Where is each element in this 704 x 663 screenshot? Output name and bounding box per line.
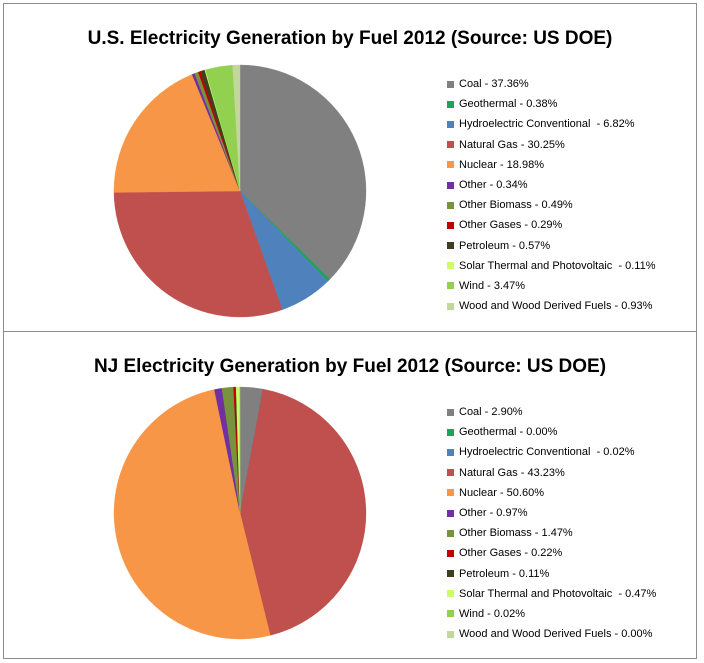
legend-swatch [447, 221, 454, 229]
legend-label: Solar Thermal and Photovoltaic - 0.11% [459, 259, 656, 272]
legend-label: Petroleum - 0.57% [459, 239, 551, 252]
legend-swatch [447, 282, 454, 290]
legend-label: Wind - 0.02% [459, 607, 526, 620]
pie-slice-natural-gas [239, 388, 367, 636]
legend-item-other-biomass: Other Biomass - 1.47% [447, 523, 656, 543]
legend-item-hydroelectric-conventional: Hydroelectric Conventional - 0.02% [447, 442, 656, 462]
legend-item-nuclear: Nuclear - 18.98% [447, 155, 655, 175]
pie-slice-nuclear [113, 389, 271, 640]
legend-swatch [447, 428, 454, 436]
legend-item-solar-thermal-and-photovoltaic: Solar Thermal and Photovoltaic - 0.11% [447, 256, 655, 276]
legend-item-wood-and-wood-derived-fuels: Wood and Wood Derived Fuels - 0.00% [447, 624, 656, 644]
legend-swatch [447, 529, 454, 537]
legend-swatch [447, 469, 454, 477]
legend-item-wind: Wind - 0.02% [447, 604, 656, 624]
nj-pie-chart [113, 386, 367, 640]
legend-item-natural-gas: Natural Gas - 30.25% [447, 135, 655, 155]
legend-label: Geothermal - 0.38% [459, 98, 558, 111]
legend-item-nuclear: Nuclear - 50.60% [447, 483, 656, 503]
nj-chart-panel: NJ Electricity Generation by Fuel 2012 (… [3, 331, 697, 659]
legend-swatch [447, 100, 454, 108]
legend-label: Other Gases - 0.22% [459, 547, 563, 560]
legend-swatch [447, 590, 454, 598]
pie-slice-natural-gas [113, 190, 283, 318]
legend-swatch [447, 448, 454, 456]
legend-item-wind: Wind - 3.47% [447, 276, 655, 296]
legend-label: Other Gases - 0.29% [459, 219, 563, 232]
nj-chart-legend: Coal - 2.90% Geothermal - 0.00% Hydroelect… [447, 402, 656, 644]
legend-swatch [447, 161, 454, 169]
us-chart-title: U.S. Electricity Generation by Fuel 2012… [87, 28, 613, 49]
us-chart-legend: Coal - 37.36% Geothermal - 0.38% Hydroelec… [447, 74, 655, 316]
legend-item-other: Other - 0.34% [447, 175, 655, 195]
legend-label: Other Biomass - 1.47% [459, 527, 573, 540]
legend-label: Petroleum - 0.11% [459, 567, 550, 580]
legend-item-petroleum: Petroleum - 0.57% [447, 236, 655, 256]
legend-item-geothermal: Geothermal - 0.38% [447, 94, 655, 114]
nj-chart-title: NJ Electricity Generation by Fuel 2012 (… [93, 356, 607, 377]
legend-item-petroleum: Petroleum - 0.11% [447, 564, 656, 584]
us-chart-panel: U.S. Electricity Generation by Fuel 2012… [3, 3, 697, 332]
legend-swatch [447, 408, 454, 416]
legend-item-wood-and-wood-derived-fuels: Wood and Wood Derived Fuels - 0.93% [447, 296, 655, 316]
legend-label: Coal - 2.90% [459, 406, 523, 419]
legend-item-other: Other - 0.97% [447, 503, 656, 523]
legend-label: Solar Thermal and Photovoltaic - 0.47% [459, 587, 657, 600]
pie-slice-wood-and-wood-derived-fuels [232, 64, 241, 192]
legend-swatch [447, 509, 454, 517]
legend-item-coal: Coal - 2.90% [447, 402, 656, 422]
legend-label: Other Biomass - 0.49% [459, 199, 573, 212]
legend-label: Other - 0.97% [459, 507, 528, 520]
legend-label: Natural Gas - 43.23% [459, 466, 565, 479]
legend-swatch [447, 489, 454, 497]
legend-item-coal: Coal - 37.36% [447, 74, 655, 94]
legend-label: Hydroelectric Conventional - 6.82% [459, 118, 635, 131]
legend-swatch [447, 120, 454, 128]
legend-swatch [447, 80, 454, 88]
pie-slice-coal [239, 64, 367, 280]
legend-item-other-gases: Other Gases - 0.29% [447, 215, 655, 235]
legend-item-geothermal: Geothermal - 0.00% [447, 422, 656, 442]
legend-label: Wood and Wood Derived Fuels - 0.93% [459, 300, 653, 313]
legend-swatch [447, 630, 454, 638]
legend-swatch [447, 141, 454, 149]
legend-swatch [447, 201, 454, 209]
legend-swatch [447, 181, 454, 189]
legend-label: Coal - 37.36% [459, 78, 529, 91]
legend-item-other-gases: Other Gases - 0.22% [447, 543, 656, 563]
legend-swatch [447, 549, 454, 557]
legend-item-solar-thermal-and-photovoltaic: Solar Thermal and Photovoltaic - 0.47% [447, 584, 656, 604]
legend-label: Hydroelectric Conventional - 0.02% [459, 446, 635, 459]
legend-label: Natural Gas - 30.25% [459, 138, 565, 151]
legend-item-hydroelectric-conventional: Hydroelectric Conventional - 6.82% [447, 114, 655, 134]
legend-label: Nuclear - 18.98% [459, 158, 544, 171]
legend-label: Wind - 3.47% [459, 279, 526, 292]
legend-label: Other - 0.34% [459, 179, 528, 192]
legend-swatch [447, 610, 454, 618]
legend-swatch [447, 242, 454, 250]
legend-label: Nuclear - 50.60% [459, 486, 544, 499]
legend-swatch [447, 262, 454, 270]
legend-label: Geothermal - 0.00% [459, 426, 558, 439]
pie-slice-nuclear [113, 74, 241, 193]
legend-swatch [447, 302, 454, 310]
legend-label: Wood and Wood Derived Fuels - 0.00% [459, 628, 653, 641]
legend-swatch [447, 570, 454, 578]
us-pie-chart [113, 64, 367, 318]
legend-item-other-biomass: Other Biomass - 0.49% [447, 195, 655, 215]
legend-item-natural-gas: Natural Gas - 43.23% [447, 463, 656, 483]
